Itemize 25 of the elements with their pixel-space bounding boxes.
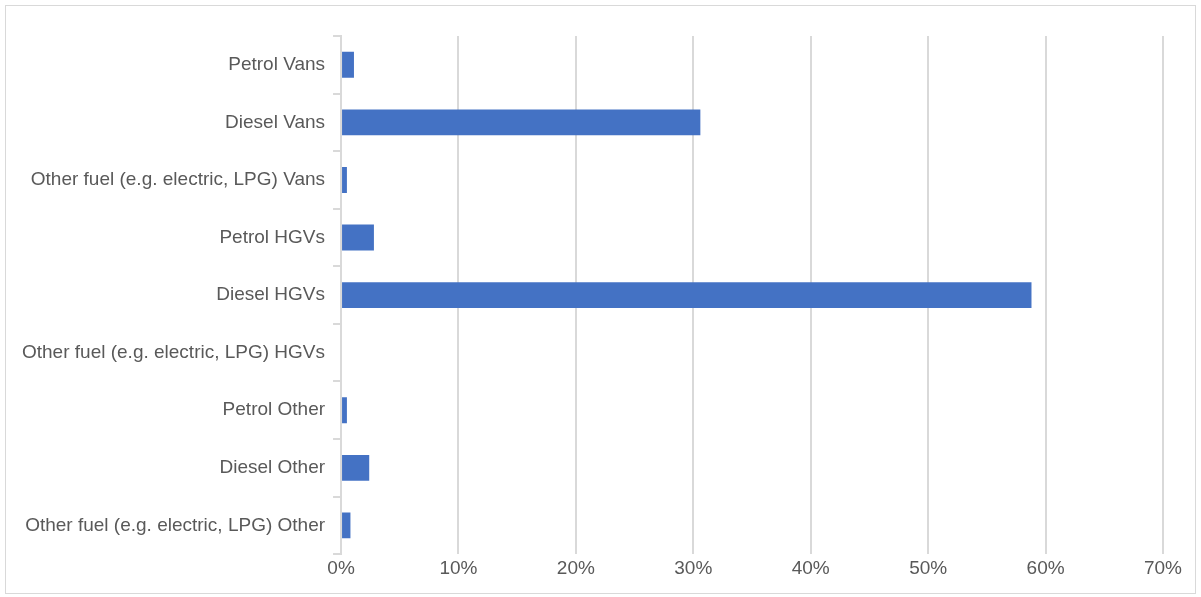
bar: [342, 166, 347, 193]
bar: [342, 282, 1032, 309]
bar: [342, 51, 354, 78]
bar: [342, 224, 374, 251]
bar: [342, 454, 370, 481]
y-tick-label: Diesel Other: [219, 456, 326, 478]
x-tick-label: 70%: [1143, 556, 1183, 578]
y-tick-label: Diesel HGVs: [216, 283, 326, 305]
bar: [342, 512, 351, 539]
x-tick-label: 0%: [327, 556, 355, 578]
y-tick-label: Other fuel (e.g. electric, LPG) Other: [25, 513, 326, 535]
y-tick-label: Petrol Vans: [228, 53, 326, 75]
x-tick-label: 30%: [674, 556, 713, 578]
x-tick-label: 10%: [439, 556, 478, 578]
y-tick-label: Petrol HGVs: [219, 225, 326, 247]
bar: [342, 109, 701, 136]
bar: [342, 397, 347, 424]
x-tick-label: 20%: [556, 556, 596, 578]
y-tick-label: Other fuel (e.g. electric, LPG) Vans: [30, 168, 326, 190]
y-tick-label: Other fuel (e.g. electric, LPG) HGVs: [22, 340, 326, 362]
x-tick-label: 40%: [791, 556, 830, 578]
y-tick-label: Petrol Other: [222, 398, 326, 420]
x-tick-label: 60%: [1026, 556, 1065, 578]
y-tick-label: Diesel Vans: [225, 110, 326, 132]
x-tick-label: 50%: [909, 556, 948, 578]
